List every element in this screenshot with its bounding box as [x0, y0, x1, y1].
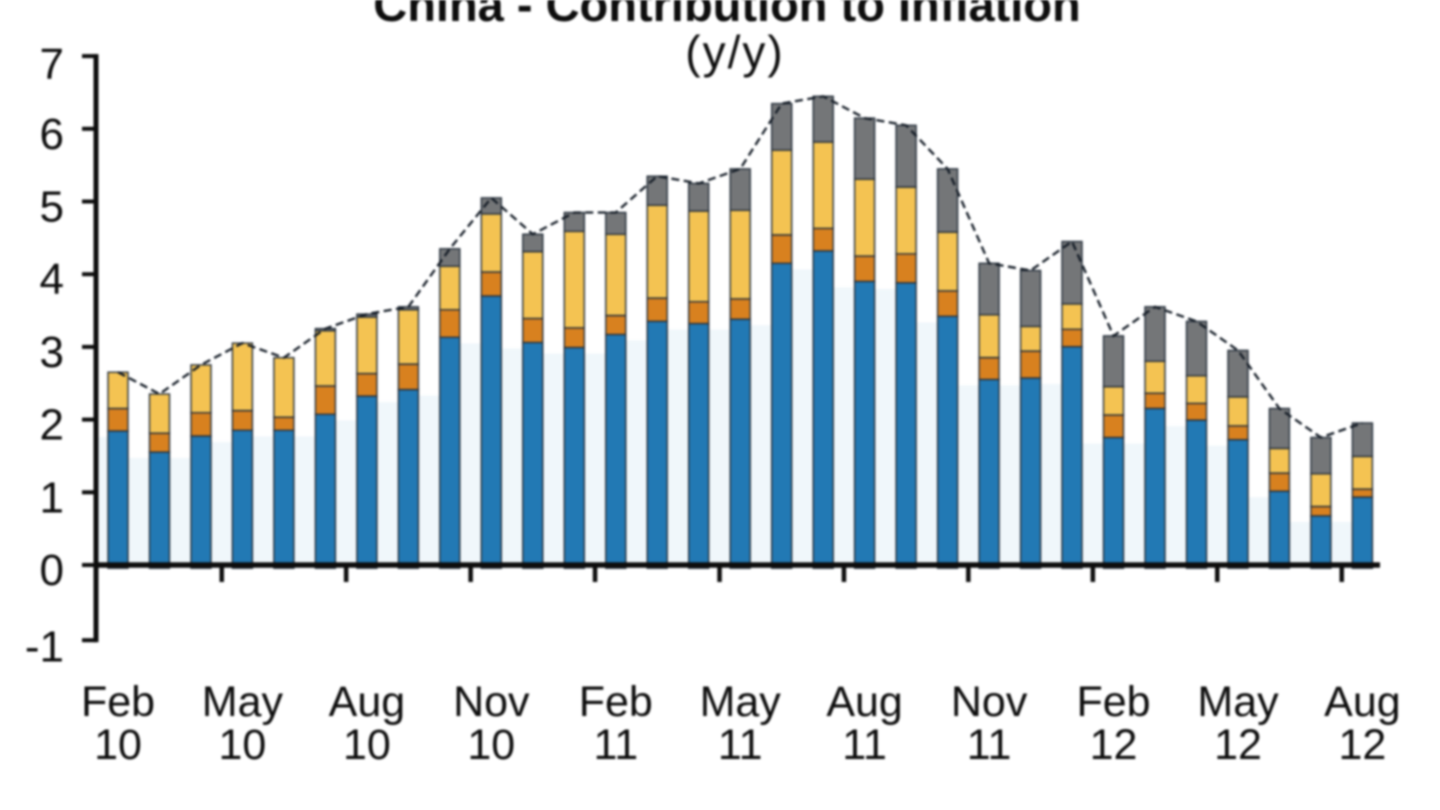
svg-text:5: 5 [40, 183, 64, 232]
svg-text:7: 7 [40, 40, 64, 89]
svg-text:Feb: Feb [579, 678, 653, 726]
svg-text:May: May [202, 678, 284, 726]
svg-text:2: 2 [40, 401, 64, 450]
svg-text:3: 3 [40, 328, 64, 377]
svg-text:Aug: Aug [826, 678, 903, 726]
svg-text:6: 6 [40, 110, 64, 159]
svg-text:10: 10 [94, 721, 142, 769]
svg-text:Feb: Feb [81, 678, 155, 726]
svg-text:Aug: Aug [1324, 678, 1401, 726]
svg-text:4: 4 [40, 255, 64, 304]
svg-text:China - Contribution to Inflat: China - Contribution to Inflation [373, 0, 1080, 31]
svg-text:12: 12 [1090, 721, 1138, 769]
svg-text:10: 10 [218, 721, 266, 769]
svg-text:Feb: Feb [1076, 678, 1150, 726]
svg-text:10: 10 [343, 721, 391, 769]
svg-text:-1: -1 [25, 623, 64, 672]
svg-text:12: 12 [1338, 721, 1386, 769]
svg-text:11: 11 [718, 721, 763, 769]
svg-text:11: 11 [842, 721, 887, 769]
svg-text:Aug: Aug [329, 678, 406, 726]
svg-text:11: 11 [967, 721, 1012, 769]
svg-text:Nov: Nov [951, 678, 1028, 726]
svg-text:10: 10 [467, 721, 515, 769]
svg-text:(y/y): (y/y) [685, 26, 784, 78]
svg-text:May: May [700, 678, 782, 726]
svg-text:11: 11 [593, 721, 638, 769]
svg-text:12: 12 [1214, 721, 1262, 769]
svg-text:May: May [1197, 678, 1279, 726]
svg-text:Nov: Nov [453, 678, 530, 726]
svg-text:1: 1 [40, 473, 64, 522]
svg-text:0: 0 [40, 546, 64, 595]
